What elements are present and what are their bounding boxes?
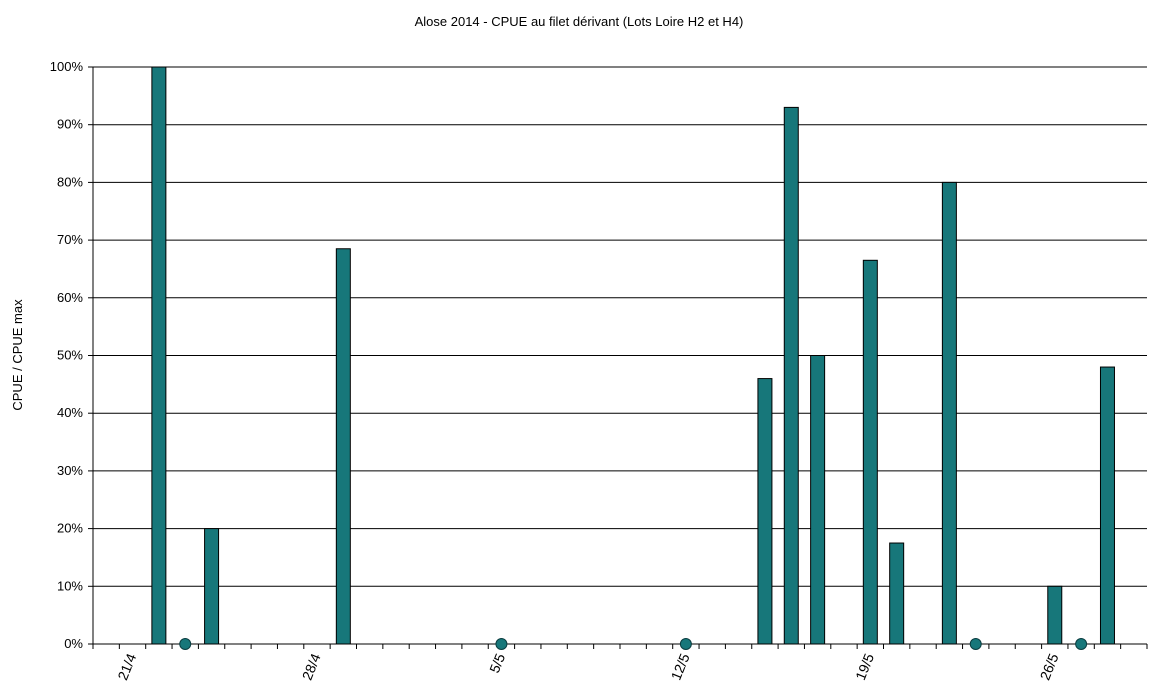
y-tick-label: 80% xyxy=(57,174,83,189)
bars xyxy=(151,66,1115,645)
bar xyxy=(1099,366,1115,645)
x-tick-label: 5/5 xyxy=(486,651,508,675)
bar xyxy=(1047,585,1063,645)
y-tick-label: 50% xyxy=(57,348,83,363)
x-tick-label: 28/4 xyxy=(299,651,324,682)
axes xyxy=(88,66,1148,649)
point-marker xyxy=(1075,638,1088,650)
bar xyxy=(204,528,220,645)
x-tick-label: 26/5 xyxy=(1037,651,1062,682)
bar xyxy=(151,66,167,645)
x-tick-label: 21/4 xyxy=(114,651,139,682)
bar xyxy=(810,355,826,645)
y-tick-label: 100% xyxy=(50,59,84,74)
point-marker xyxy=(495,638,508,650)
y-tick-label: 60% xyxy=(57,290,83,305)
point-marker xyxy=(179,638,192,650)
bar xyxy=(941,181,957,645)
x-tick-label: 12/5 xyxy=(668,651,693,682)
gridlines xyxy=(93,66,1147,587)
y-tick-label: 90% xyxy=(57,117,83,132)
x-tick-label: 19/5 xyxy=(852,651,877,682)
point-marker xyxy=(969,638,982,650)
markers xyxy=(179,638,1088,650)
y-tick-label: 20% xyxy=(57,521,83,536)
bar xyxy=(335,248,351,645)
bar xyxy=(889,542,905,645)
y-tick-label: 40% xyxy=(57,405,83,420)
y-tick-label: 70% xyxy=(57,232,83,247)
chart-title: Alose 2014 - CPUE au filet dérivant (Lot… xyxy=(414,14,744,29)
y-tick-label: 30% xyxy=(57,463,83,478)
bar xyxy=(757,378,773,645)
y-tick-label: 0% xyxy=(64,636,83,651)
bar xyxy=(862,259,878,645)
y-axis-label: CPUE / CPUE max xyxy=(10,299,25,411)
tick-labels: 0% 10% 20% 30% 40% 50% 60% 70% 80% 90% 100% 21/4 28/… xyxy=(50,59,1062,682)
bar xyxy=(783,106,799,645)
y-tick-label: 10% xyxy=(57,578,83,593)
point-marker xyxy=(679,638,692,650)
